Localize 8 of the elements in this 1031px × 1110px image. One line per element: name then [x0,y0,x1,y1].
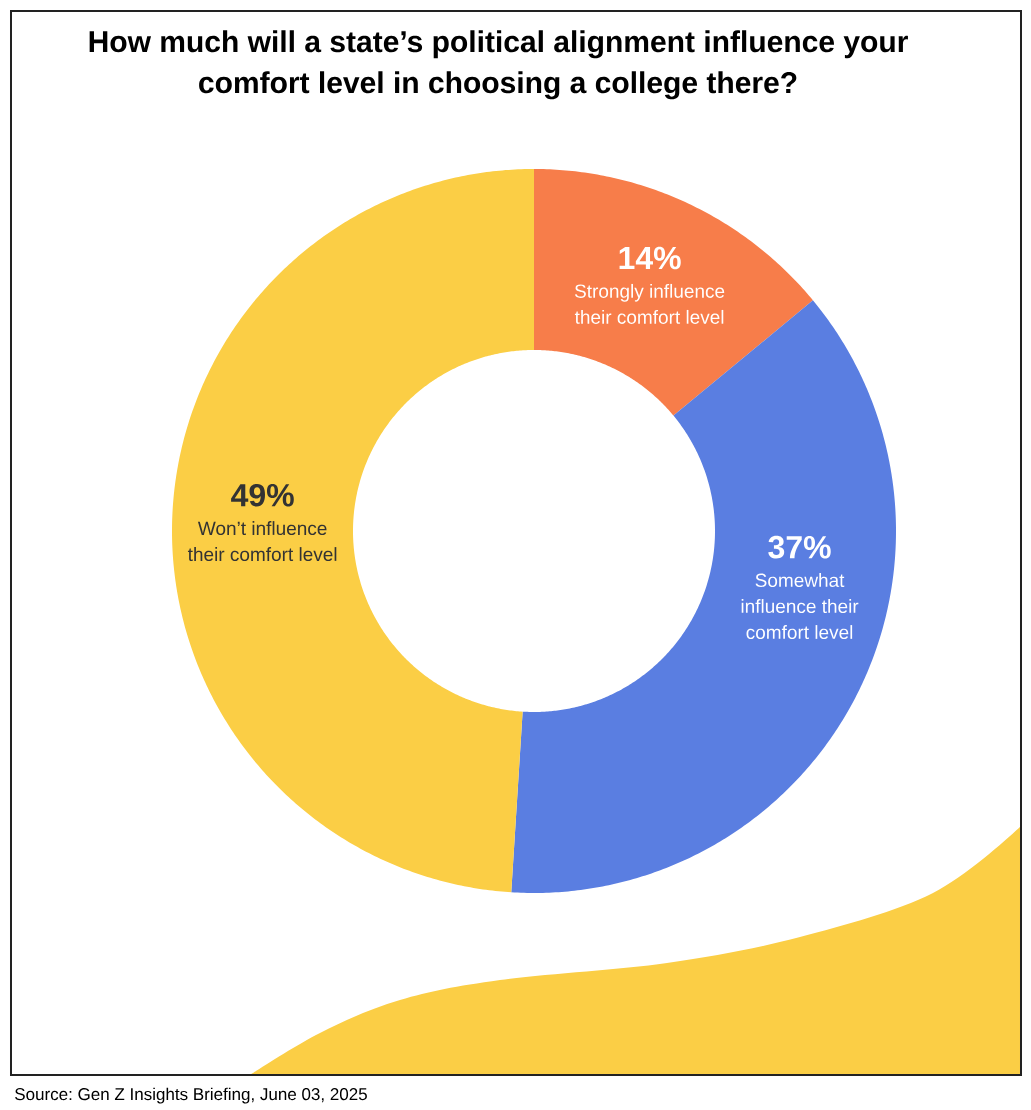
chart-title: How much will a state’s political alignment influence your comfort level in choosing a college there? [89,30,908,100]
source-note: Source: Gen Z Insights Briefing, June 03, 2025 [15,1087,367,1104]
slice-label: Won’t influence their comfort level [187,521,337,562]
slice-label: Strongly influence their comfort level [574,283,725,324]
data-label: 14% [619,246,681,270]
data-label: 37% [768,535,831,559]
slice-label: Somewhat influence their comfort level [741,573,859,640]
data-label: 49% [231,483,294,507]
